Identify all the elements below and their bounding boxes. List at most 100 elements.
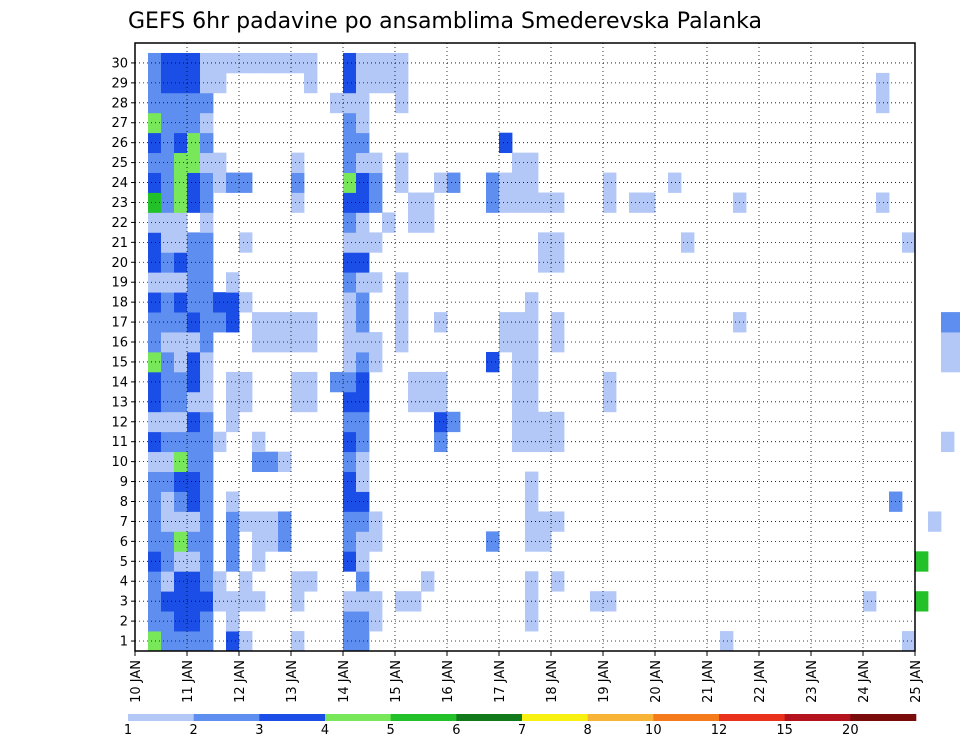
- heatmap-cell: [174, 431, 188, 453]
- heatmap-cell: [291, 52, 305, 74]
- heatmap-cell: [343, 631, 357, 652]
- heatmap-cell: [876, 92, 890, 114]
- heatmap-cell: [356, 411, 370, 433]
- heatmap-cell: [187, 132, 201, 154]
- heatmap-cell: [343, 92, 357, 114]
- heatmap-cell: [343, 551, 357, 572]
- heatmap-cell: [551, 411, 565, 433]
- heatmap-cell: [395, 312, 409, 333]
- heatmap-cell: [226, 312, 240, 333]
- heatmap-cell: [148, 511, 162, 532]
- heatmap-cell: [343, 391, 357, 413]
- heatmap-cell: [278, 451, 292, 472]
- heatmap-cell: [343, 491, 357, 512]
- heatmap-cell: [174, 631, 188, 652]
- heatmap-cell: [603, 192, 617, 213]
- heatmap-cell: [343, 431, 357, 453]
- heatmap-cell: [148, 332, 162, 353]
- heatmap-cell: [174, 252, 188, 273]
- heatmap-cell: [187, 312, 201, 333]
- heatmap-cell: [187, 491, 201, 512]
- heatmap-cell: [512, 411, 526, 433]
- heatmap-cell: [148, 491, 162, 512]
- heatmap-cell: [148, 212, 162, 233]
- heatmap-cell: [408, 212, 422, 233]
- heatmap-cell: [187, 611, 201, 632]
- heatmap-cell: [174, 332, 188, 353]
- heatmap-cell: [187, 172, 201, 193]
- heatmap-cell: [603, 591, 617, 612]
- heatmap-cell: [226, 411, 240, 433]
- heatmap-cell: [226, 391, 240, 413]
- heatmap-cell: [356, 332, 370, 353]
- heatmap-cell: [512, 371, 526, 393]
- heatmap-cell: [200, 411, 214, 433]
- heatmap-cell: [356, 272, 370, 293]
- heatmap-cell: [356, 252, 370, 273]
- heatmap-cell: [343, 411, 357, 433]
- heatmap-cell: [356, 212, 370, 233]
- x-tick-label: 12 JAN: [233, 660, 248, 703]
- heatmap-cell: [291, 152, 305, 173]
- heatmap-cell: [174, 491, 188, 512]
- heatmap-cell: [200, 72, 214, 94]
- heatmap-cell: [174, 531, 188, 552]
- heatmap-cell: [434, 391, 448, 413]
- heatmap-cell: [200, 212, 214, 233]
- heatmap-cell: [499, 132, 513, 154]
- heatmap-cell: [512, 351, 526, 373]
- x-tick-label: 19 JAN: [597, 660, 612, 703]
- y-tick-label: 30: [111, 56, 128, 71]
- heatmap-cell: [538, 192, 552, 213]
- heatmap-cell: [486, 351, 500, 373]
- heatmap-cell: [876, 72, 890, 94]
- x-tick-label: 18 JAN: [545, 660, 560, 703]
- heatmap-cell: [291, 591, 305, 612]
- heatmap-cell: [928, 511, 942, 532]
- heatmap-cell: [148, 591, 162, 612]
- y-tick-label: 18: [111, 296, 128, 311]
- heatmap-cell: [447, 172, 461, 193]
- legend-swatch: [390, 714, 457, 721]
- heatmap-cell: [395, 92, 409, 114]
- heatmap-cell: [551, 192, 565, 213]
- heatmap-cell: [239, 391, 253, 413]
- heatmap-cell: [291, 312, 305, 333]
- heatmap-cell: [187, 351, 201, 373]
- heatmap-cell: [915, 591, 929, 612]
- heatmap-cell: [200, 591, 214, 612]
- heatmap-cell: [148, 371, 162, 393]
- heatmap-cell: [187, 391, 201, 413]
- legend-label: 12: [711, 723, 728, 738]
- heatmap-cell: [187, 451, 201, 472]
- heatmap-cell: [148, 551, 162, 572]
- heatmap-cell: [603, 391, 617, 413]
- heatmap-cell: [239, 172, 253, 193]
- heatmap-cell: [174, 112, 188, 134]
- heatmap-cell: [538, 431, 552, 453]
- legend-label: 6: [452, 723, 460, 738]
- heatmap-cell: [187, 511, 201, 532]
- heatmap-cell: [226, 631, 240, 652]
- heatmap-cell: [876, 192, 890, 213]
- heatmap-cell: [356, 571, 370, 592]
- y-tick-label: 8: [120, 495, 128, 510]
- heatmap-cell: [434, 431, 448, 453]
- heatmap-cell: [200, 451, 214, 472]
- heatmap-cell: [200, 371, 214, 393]
- y-tick-label: 2: [120, 615, 128, 630]
- y-tick-label: 10: [111, 455, 128, 470]
- heatmap-cell: [941, 332, 955, 353]
- heatmap-cells: [148, 52, 960, 652]
- heatmap-cell: [356, 451, 370, 472]
- heatmap-cell: [174, 571, 188, 592]
- heatmap-cell: [148, 192, 162, 213]
- heatmap-cell: [382, 52, 396, 74]
- heatmap-cell: [252, 52, 266, 74]
- heatmap-cell: [304, 312, 318, 333]
- heatmap-cell: [252, 551, 266, 572]
- heatmap-cell: [252, 431, 266, 453]
- heatmap-cell: [343, 52, 357, 74]
- heatmap-cell: [499, 332, 513, 353]
- heatmap-cell: [278, 312, 292, 333]
